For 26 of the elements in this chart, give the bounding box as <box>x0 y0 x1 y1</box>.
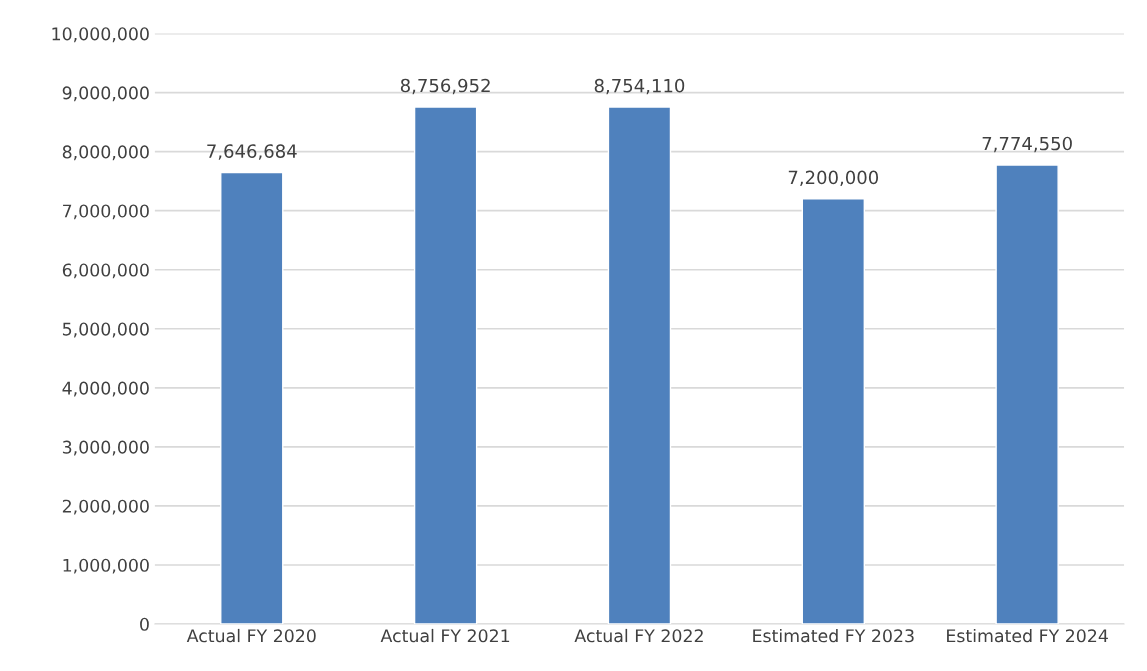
data-label: 8,756,952 <box>400 78 490 95</box>
x-tick-label: Actual FY 2022 <box>574 628 703 643</box>
y-tick-label: 1,000,000 <box>63 558 149 574</box>
y-tick-label: 7,000,000 <box>63 204 149 220</box>
bar <box>607 106 672 625</box>
data-label: 7,774,550 <box>982 136 1072 153</box>
x-tick-label: Estimated FY 2024 <box>947 628 1108 643</box>
x-tick-label: Estimated FY 2023 <box>753 628 914 643</box>
y-tick-label: 2,000,000 <box>62 499 149 515</box>
y-tick-label: 8,000,000 <box>62 145 149 161</box>
bar <box>995 164 1059 625</box>
y-tick-label: 3,000,000 <box>62 440 149 456</box>
y-tick-label: 0 <box>140 617 149 631</box>
data-label: 8,754,110 <box>594 78 685 95</box>
y-tick-label: 10,000,000 <box>52 27 149 43</box>
data-label: 7,200,000 <box>788 170 879 187</box>
x-tick-label: Actual FY 2021 <box>380 628 510 643</box>
y-tick-label: 4,000,000 <box>62 381 149 397</box>
bar <box>220 171 284 625</box>
bar <box>801 198 866 625</box>
y-tick-label: 9,000,000 <box>62 86 149 102</box>
data-label: 7,646,684 <box>207 144 297 160</box>
y-tick-label: 5,000,000 <box>62 322 149 338</box>
y-tick-label: 6,000,000 <box>62 263 149 279</box>
x-tick-label: Actual FY 2020 <box>186 628 316 643</box>
bar <box>413 106 478 625</box>
